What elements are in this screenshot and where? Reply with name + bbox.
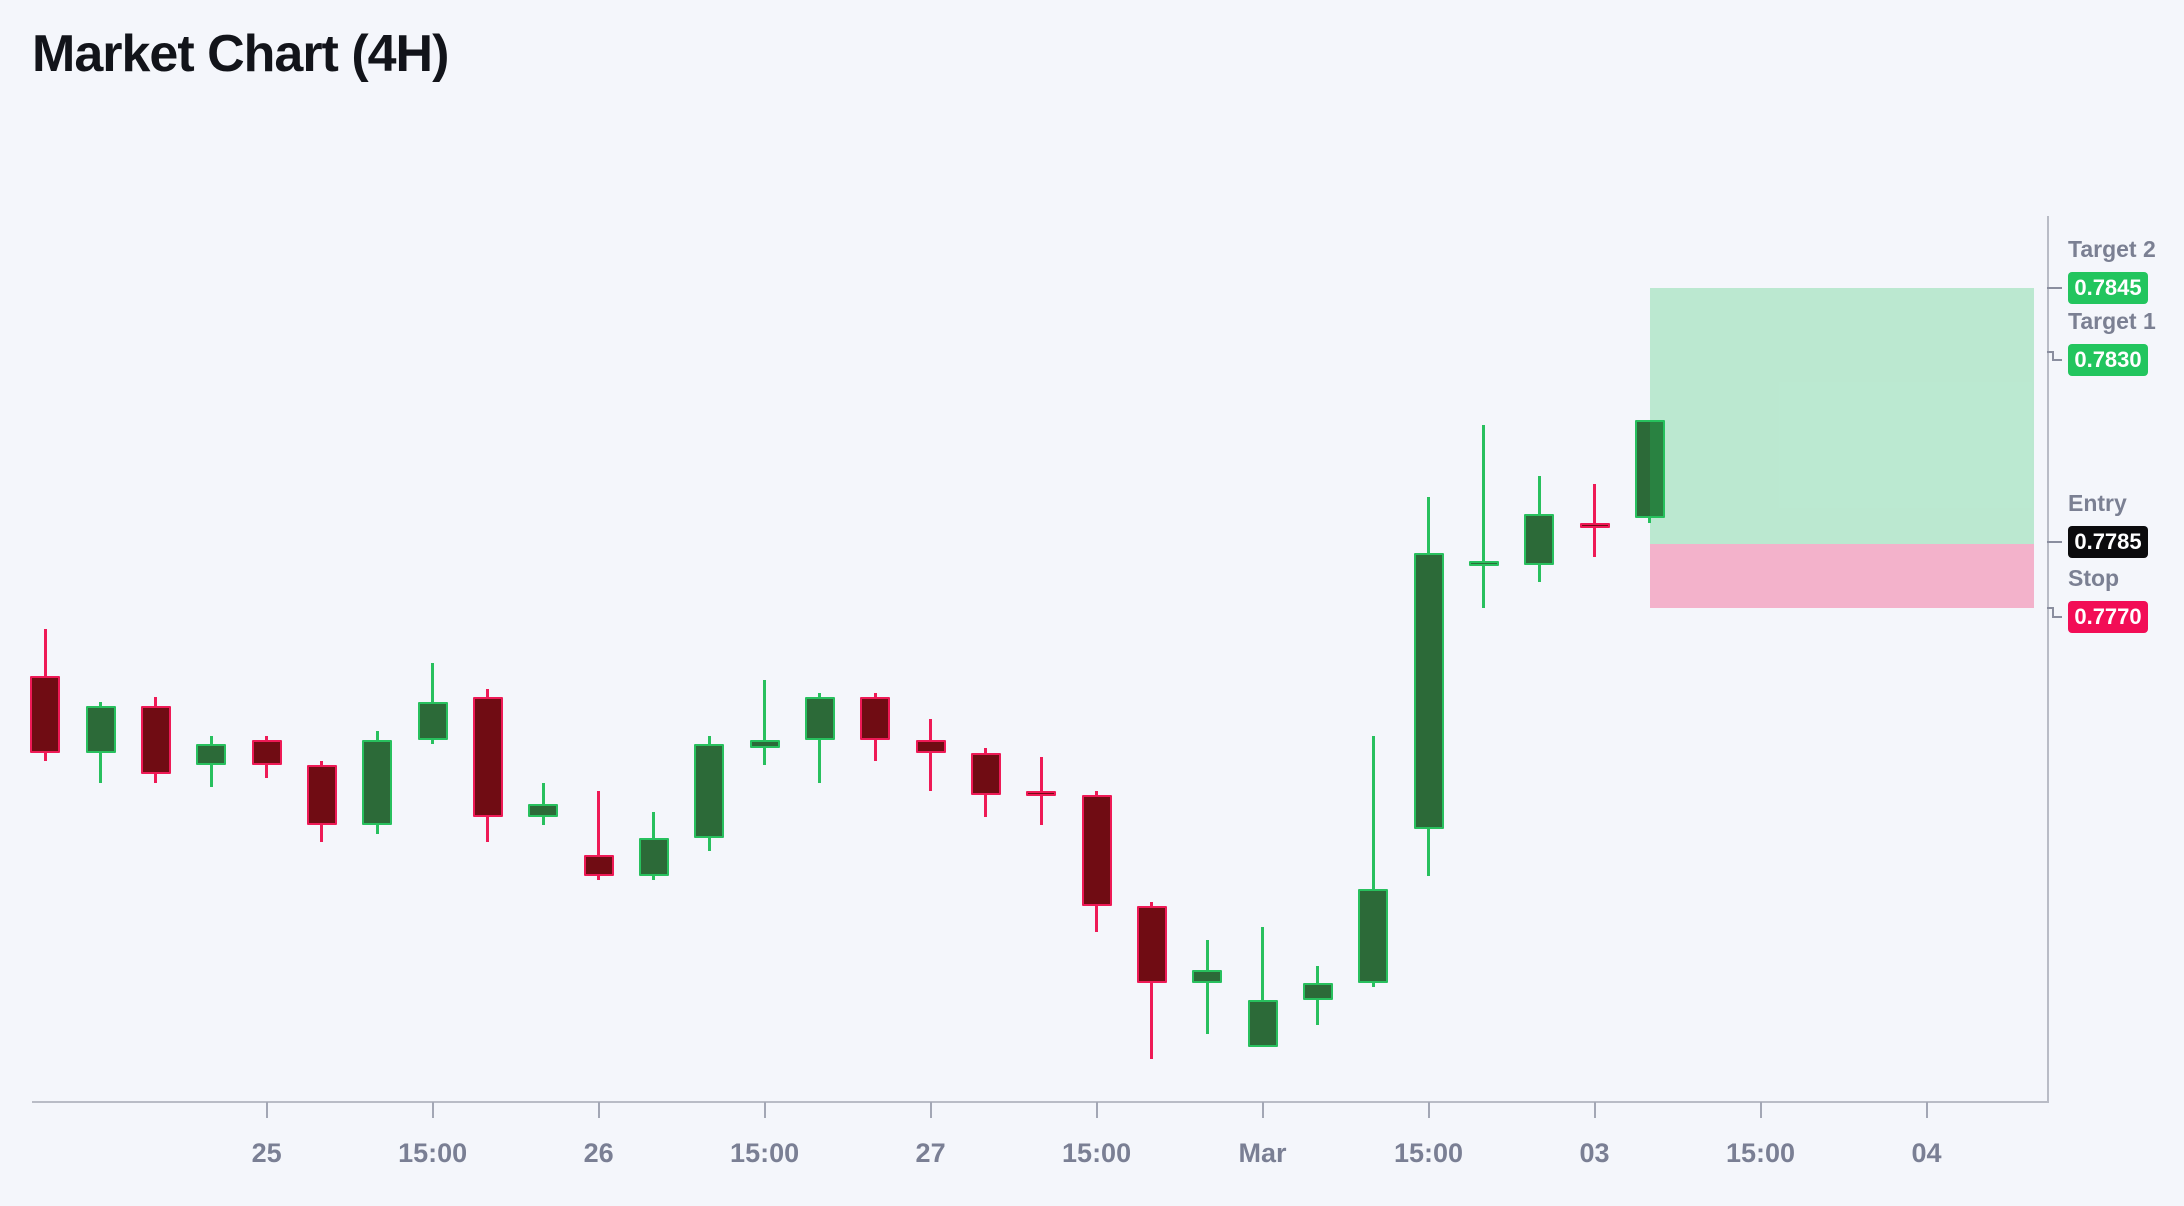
candle-up [1634,420,1665,519]
price-axis-line [2047,216,2049,1103]
candle-up [1413,552,1444,830]
candle-wick [763,680,767,766]
candle-wick [1205,940,1209,1034]
stop-label: Stop [2068,564,2120,591]
entry-tick [2047,540,2062,543]
x-axis-tick [1427,1102,1430,1118]
entry-label: Entry [2068,489,2127,516]
candle-up [1358,889,1389,983]
stop-tick [2052,606,2054,618]
candle-up [1192,969,1223,983]
stop-tick [2047,606,2054,609]
x-axis-tick [929,1102,932,1118]
candle-up [362,739,393,826]
x-axis-tick [1759,1102,1762,1118]
x-axis-tick [1593,1102,1596,1118]
candle-down [860,697,891,740]
x-axis-tick [597,1102,600,1118]
stop-price-badge: 0.7770 [2068,600,2148,633]
x-axis-label: Mar [1238,1138,1287,1168]
x-axis-label: 27 [915,1138,946,1168]
x-axis-label: 04 [1911,1138,1942,1168]
x-axis-tick [431,1102,434,1118]
chart-title: Market Chart (4H) [32,25,449,83]
candle-up [85,705,116,753]
candle-up [638,837,669,877]
candle-down [251,739,282,766]
x-axis-tick [1095,1102,1098,1118]
candle-up [417,701,448,740]
profit-zone [1649,288,2034,544]
candle-down [1136,906,1167,983]
candle-down [583,854,614,877]
x-axis-tick [1925,1102,1928,1118]
x-axis-label: 15:00 [1394,1138,1464,1168]
target1-tick [2052,359,2062,362]
x-axis-label: 15:00 [398,1138,468,1168]
stop-loss-zone [1649,543,2034,608]
candle-down [30,676,61,753]
candle-down [472,697,503,817]
x-axis-label: 15:00 [730,1138,800,1168]
target1-tick [2052,351,2054,362]
x-axis-label: 26 [583,1138,614,1168]
x-axis-label: 25 [251,1138,282,1168]
candle-up [196,744,227,766]
candle-up [749,739,780,749]
x-axis-tick [1261,1102,1264,1118]
candle-down [306,765,337,826]
x-axis-tick [763,1102,766,1118]
candle-up [1247,999,1278,1047]
candle-down [970,752,1001,796]
stop-tick [2052,615,2062,618]
candle-down [1026,791,1057,797]
candle-up [1468,561,1499,567]
candle-wick [1593,484,1597,557]
entry-price-badge: 0.7785 [2068,525,2148,558]
candle-up [694,744,725,838]
target2-price-badge: 0.7845 [2068,272,2148,305]
candle-wick [1261,927,1265,1047]
candle-up [1524,514,1555,566]
candle-wick [929,718,933,792]
candle-down [1081,795,1112,907]
x-axis-line [32,1101,2049,1103]
target1-price-badge: 0.7830 [2068,344,2148,377]
x-axis-tick [265,1102,268,1118]
target1-label: Target 1 [2068,308,2156,335]
x-axis-label: 03 [1579,1138,1610,1168]
x-axis-label: 15:00 [1725,1138,1796,1168]
candle-up [1302,982,1333,1000]
target2-label: Target 2 [2068,236,2156,263]
candle-up [528,803,559,817]
target2-tick [2047,287,2062,290]
target1-tick [2047,351,2054,354]
candle-wick [1371,735,1375,987]
candle-up [804,697,835,740]
candle-down [140,705,171,774]
candle-wick [1039,756,1043,826]
candle-down [1579,522,1610,528]
candle-down [915,739,946,753]
x-axis-label: 15:00 [1062,1138,1132,1168]
candle-wick [597,791,601,881]
candle-wick [1482,424,1486,608]
